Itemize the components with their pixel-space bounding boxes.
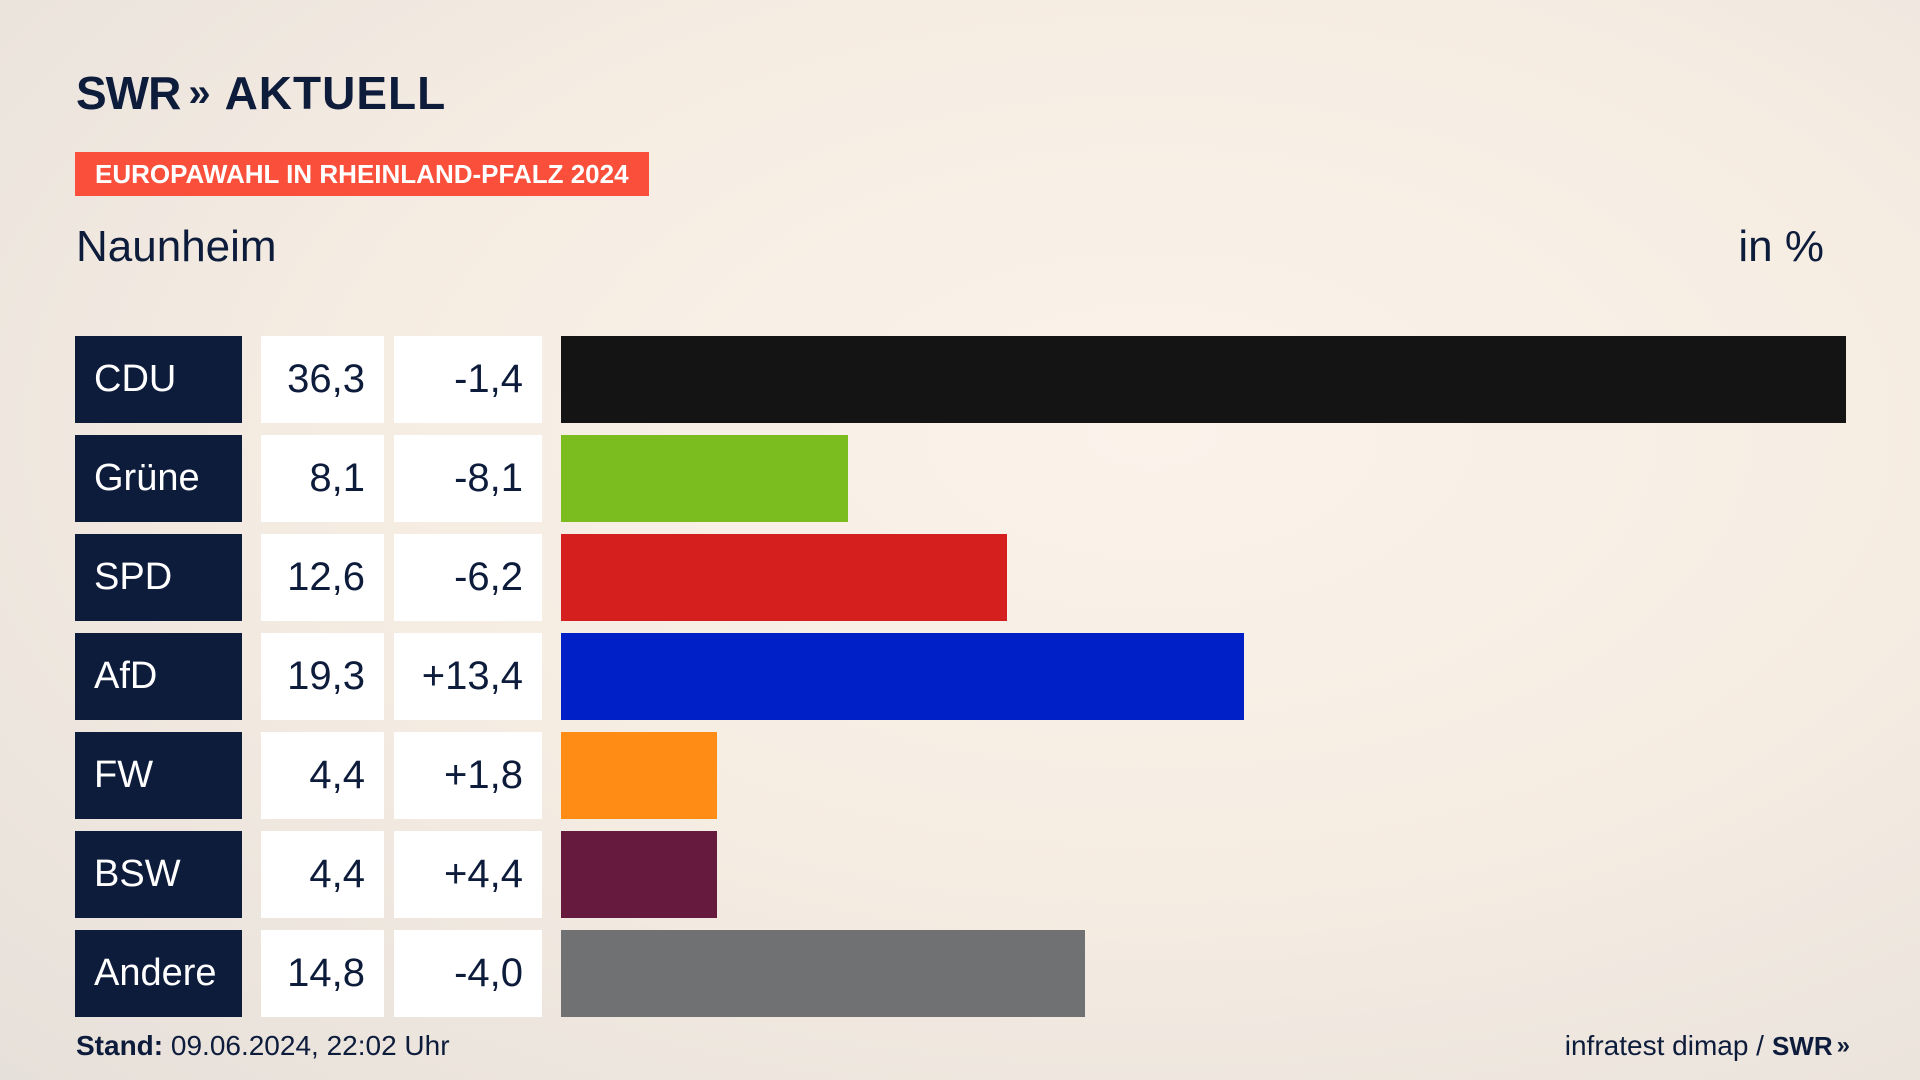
change-value: -8,1 bbox=[394, 435, 542, 522]
vote-share-value: 4,4 bbox=[261, 831, 384, 918]
result-row: SPD 12,6 -6,2 bbox=[75, 534, 1846, 621]
result-bar bbox=[561, 633, 1244, 720]
vote-share-value: 4,4 bbox=[261, 732, 384, 819]
result-bar bbox=[561, 831, 717, 918]
swr-aktuell-logo: SWR » AKTUELL bbox=[76, 66, 446, 120]
vote-share-value: 36,3 bbox=[261, 336, 384, 423]
timestamp: Stand: 09.06.2024, 22:02 Uhr bbox=[76, 1030, 450, 1062]
change-value: -1,4 bbox=[394, 336, 542, 423]
vote-share-value: 12,6 bbox=[261, 534, 384, 621]
result-bar bbox=[561, 336, 1846, 423]
footer-swr-logo: SWR bbox=[1771, 1030, 1833, 1061]
vote-share-value: 14,8 bbox=[261, 930, 384, 1017]
result-row: AfD 19,3 +13,4 bbox=[75, 633, 1846, 720]
change-value: +4,4 bbox=[394, 831, 542, 918]
result-bar bbox=[561, 534, 1007, 621]
vote-share-value: 8,1 bbox=[261, 435, 384, 522]
source-text: infratest dimap / bbox=[1564, 1030, 1764, 1061]
change-value: +13,4 bbox=[394, 633, 542, 720]
source-credit: infratest dimap / SWR» bbox=[1564, 1030, 1851, 1062]
result-bar bbox=[561, 732, 717, 819]
change-value: +1,8 bbox=[394, 732, 542, 819]
change-value: -6,2 bbox=[394, 534, 542, 621]
vote-share-value: 19,3 bbox=[261, 633, 384, 720]
result-row: Andere 14,8 -4,0 bbox=[75, 930, 1846, 1017]
footer-arrows-icon: » bbox=[1836, 1032, 1851, 1059]
result-row: FW 4,4 +1,8 bbox=[75, 732, 1846, 819]
unit-label: in % bbox=[1738, 222, 1824, 271]
change-value: -4,0 bbox=[394, 930, 542, 1017]
party-label: FW bbox=[75, 732, 242, 819]
result-bar bbox=[561, 435, 848, 522]
result-row: Grüne 8,1 -8,1 bbox=[75, 435, 1846, 522]
stand-value: 09.06.2024, 22:02 Uhr bbox=[163, 1030, 450, 1061]
logo-swr-text: SWR bbox=[76, 67, 181, 119]
result-row: BSW 4,4 +4,4 bbox=[75, 831, 1846, 918]
party-label: AfD bbox=[75, 633, 242, 720]
place-title: Naunheim bbox=[76, 222, 277, 271]
logo-aktuell-text: AKTUELL bbox=[224, 67, 447, 119]
logo-arrows-icon: » bbox=[188, 70, 210, 115]
results-chart: CDU 36,3 -1,4 Grüne 8,1 -8,1 SPD 12,6 -6,2 AfD 19,… bbox=[75, 336, 1846, 1029]
result-row: CDU 36,3 -1,4 bbox=[75, 336, 1846, 423]
party-label: CDU bbox=[75, 336, 242, 423]
party-label: SPD bbox=[75, 534, 242, 621]
stand-label: Stand: bbox=[76, 1030, 164, 1061]
party-label: Andere bbox=[75, 930, 242, 1017]
party-label: BSW bbox=[75, 831, 242, 918]
election-tag: EUROPAWAHL IN RHEINLAND-PFALZ 2024 bbox=[75, 152, 649, 196]
result-bar bbox=[561, 930, 1085, 1017]
party-label: Grüne bbox=[75, 435, 242, 522]
